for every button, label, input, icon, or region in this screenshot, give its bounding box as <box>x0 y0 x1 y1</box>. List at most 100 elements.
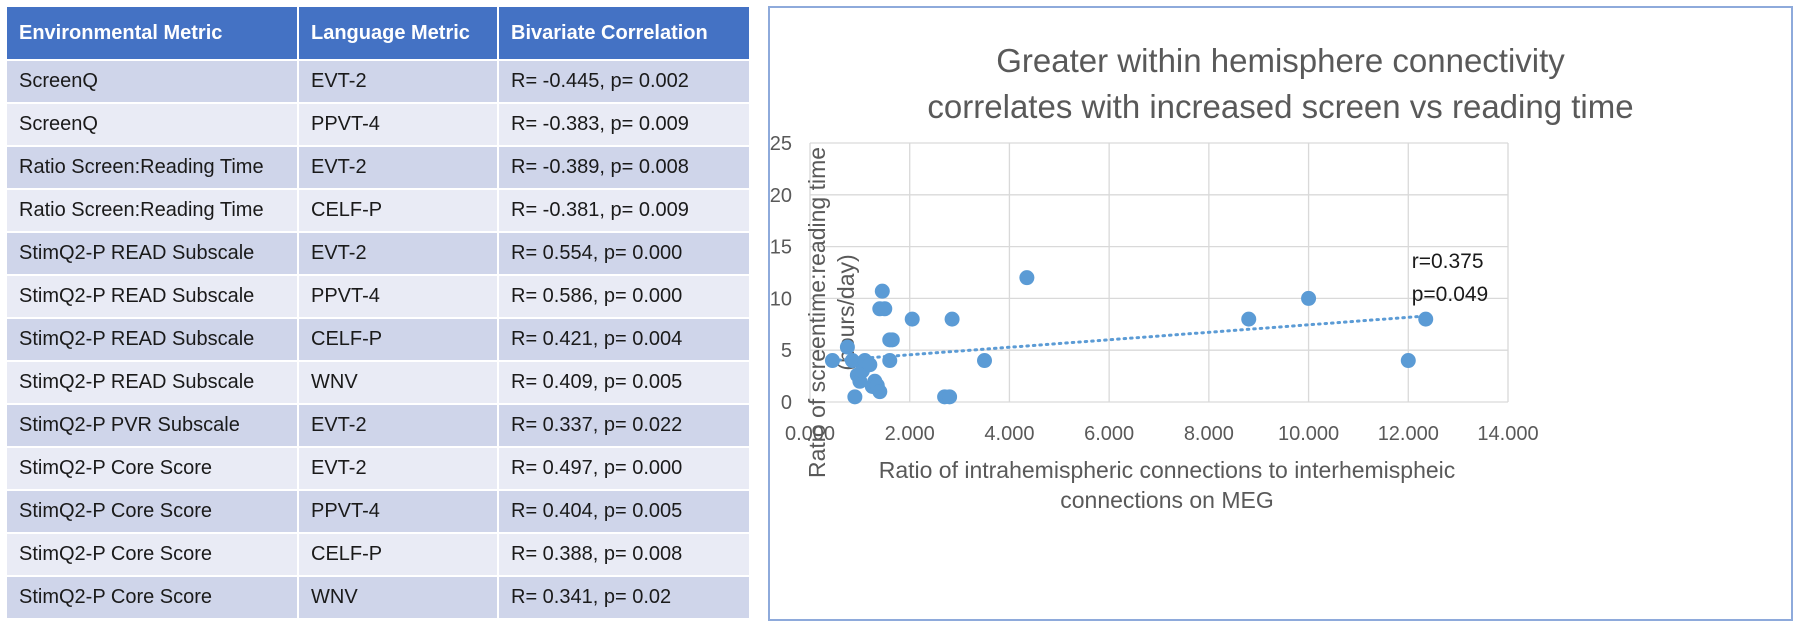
data-point <box>862 357 878 373</box>
data-point <box>872 384 888 400</box>
data-point <box>824 353 840 369</box>
cell-bivariate-correlation: R= 0.586, p= 0.000 <box>497 274 751 319</box>
cell-language-metric: PPVT-4 <box>297 102 499 147</box>
correlation-table: Environmental Metric Language Metric Biv… <box>5 5 751 620</box>
cell-language-metric: EVT-2 <box>297 59 499 104</box>
trendline <box>830 314 1428 363</box>
cell-environmental-metric: StimQ2-P READ Subscale <box>5 317 299 362</box>
cell-environmental-metric: StimQ2-P READ Subscale <box>5 360 299 405</box>
data-point <box>942 389 958 405</box>
cell-language-metric: CELF-P <box>297 188 499 233</box>
cell-language-metric: CELF-P <box>297 317 499 362</box>
chart-title: Greater within hemisphere connectivity c… <box>927 42 1634 125</box>
x-tick-label: 12.000 <box>1378 423 1439 445</box>
table-row: Ratio Screen:Reading Time EVT-2 R= -0.389,… <box>5 145 751 190</box>
chart-panel: Greater within hemisphere connectivity c… <box>768 6 1793 621</box>
cell-language-metric: WNV <box>297 575 499 620</box>
table-row: ScreenQ PPVT-4 R= -0.383, p= 0.009 <box>5 102 751 147</box>
data-point <box>844 353 860 369</box>
cell-bivariate-correlation: R= 0.388, p= 0.008 <box>497 532 751 577</box>
table-row: StimQ2-P READ Subscale PPVT-4 R= 0.586, p=… <box>5 274 751 319</box>
cell-environmental-metric: ScreenQ <box>5 59 299 104</box>
y-tick-label: 10 <box>770 288 792 310</box>
data-point <box>874 283 890 299</box>
x-tick-label: 8.000 <box>1184 423 1234 445</box>
table-row: StimQ2-P READ Subscale WNV R= 0.409, p= 0.… <box>5 360 751 405</box>
table-row: StimQ2-P Core Score EVT-2 R= 0.497, p= 0.0… <box>5 446 751 491</box>
cell-language-metric: EVT-2 <box>297 446 499 491</box>
table-row: StimQ2-P READ Subscale CELF-P R= 0.421, p=… <box>5 317 751 362</box>
table-row: StimQ2-P READ Subscale EVT-2 R= 0.554, p= … <box>5 231 751 276</box>
x-tick-label: 6.000 <box>1084 423 1134 445</box>
cell-environmental-metric: StimQ2-P Core Score <box>5 575 299 620</box>
x-tick-label: 4.000 <box>984 423 1034 445</box>
cell-language-metric: EVT-2 <box>297 403 499 448</box>
cell-language-metric: PPVT-4 <box>297 274 499 319</box>
y-tick-label: 5 <box>781 340 792 362</box>
header-bivariate-correlation: Bivariate Correlation <box>497 5 751 61</box>
cell-environmental-metric: StimQ2-P Core Score <box>5 532 299 577</box>
cell-environmental-metric: ScreenQ <box>5 102 299 147</box>
cell-environmental-metric: StimQ2-P Core Score <box>5 446 299 491</box>
cell-bivariate-correlation: R= 0.497, p= 0.000 <box>497 446 751 491</box>
table-row: ScreenQ EVT-2 R= -0.445, p= 0.002 <box>5 59 751 104</box>
data-point <box>877 301 893 317</box>
data-point <box>884 332 900 348</box>
data-point <box>904 311 920 327</box>
cell-environmental-metric: StimQ2-P READ Subscale <box>5 274 299 319</box>
cell-environmental-metric: Ratio Screen:Reading Time <box>5 145 299 190</box>
header-environmental-metric: Environmental Metric <box>5 5 299 61</box>
cell-language-metric: EVT-2 <box>297 145 499 190</box>
y-tick-label: 15 <box>770 237 792 259</box>
data-point <box>839 339 855 355</box>
x-axis-title: connections on MEG <box>1060 487 1274 513</box>
r-value-annotation: r=0.375 <box>1412 250 1484 273</box>
cell-environmental-metric: StimQ2-P READ Subscale <box>5 231 299 276</box>
data-point <box>977 353 992 369</box>
header-language-metric: Language Metric <box>297 5 499 61</box>
x-tick-label: 14.000 <box>1477 423 1538 445</box>
cell-bivariate-correlation: R= 0.409, p= 0.005 <box>497 360 751 405</box>
data-point <box>1019 270 1035 286</box>
cell-bivariate-correlation: R= 0.554, p= 0.000 <box>497 231 751 276</box>
cell-bivariate-correlation: R= -0.381, p= 0.009 <box>497 188 751 233</box>
cell-bivariate-correlation: R= -0.389, p= 0.008 <box>497 145 751 190</box>
cell-language-metric: PPVT-4 <box>297 489 499 534</box>
correlation-table-container: Environmental Metric Language Metric Biv… <box>5 5 751 620</box>
x-tick-label: 2.000 <box>885 423 935 445</box>
table-row: StimQ2-P PVR Subscale EVT-2 R= 0.337, p= 0… <box>5 403 751 448</box>
cell-environmental-metric: Ratio Screen:Reading Time <box>5 188 299 233</box>
cell-language-metric: CELF-P <box>297 532 499 577</box>
scatter-chart: 0 5 10 15 20 25 0.000 2.000 4.000 6.000 8.000 10.00… <box>770 133 1539 513</box>
y-axis-title: Ratio of screentime:reading time <box>804 147 830 478</box>
data-point <box>1400 353 1416 369</box>
data-point <box>882 353 898 369</box>
cell-environmental-metric: StimQ2-P Core Score <box>5 489 299 534</box>
cell-bivariate-correlation: R= 0.421, p= 0.004 <box>497 317 751 362</box>
data-point <box>1241 311 1257 327</box>
data-point <box>1418 311 1434 327</box>
y-tick-label: 25 <box>770 133 792 155</box>
cell-bivariate-correlation: R= -0.445, p= 0.002 <box>497 59 751 104</box>
table-row: StimQ2-P Core Score CELF-P R= 0.388, p= 0.… <box>5 532 751 577</box>
cell-bivariate-correlation: R= -0.383, p= 0.009 <box>497 102 751 147</box>
cell-bivariate-correlation: R= 0.341, p= 0.02 <box>497 575 751 620</box>
y-tick-label: 20 <box>770 185 792 207</box>
cell-language-metric: WNV <box>297 360 499 405</box>
table-row: StimQ2-P Core Score PPVT-4 R= 0.404, p= 0.… <box>5 489 751 534</box>
table-body: ScreenQ EVT-2 R= -0.445, p= 0.002 ScreenQ PP… <box>5 59 751 620</box>
cell-language-metric: EVT-2 <box>297 231 499 276</box>
data-point <box>847 389 863 405</box>
cell-bivariate-correlation: R= 0.404, p= 0.005 <box>497 489 751 534</box>
data-point <box>1301 290 1317 306</box>
cell-bivariate-correlation: R= 0.337, p= 0.022 <box>497 403 751 448</box>
x-tick-label: 10.000 <box>1278 423 1339 445</box>
cell-environmental-metric: StimQ2-P PVR Subscale <box>5 403 299 448</box>
table-header-row: Environmental Metric Language Metric Biv… <box>5 5 751 61</box>
data-point <box>944 311 960 327</box>
table-row: StimQ2-P Core Score WNV R= 0.341, p= 0.02 <box>5 575 751 620</box>
x-tick-label: 0.000 <box>785 423 835 445</box>
y-tick-label: 0 <box>781 392 792 414</box>
table-row: Ratio Screen:Reading Time CELF-P R= -0.381… <box>5 188 751 233</box>
x-axis-title: Ratio of intrahemispheric connections to… <box>879 457 1456 483</box>
